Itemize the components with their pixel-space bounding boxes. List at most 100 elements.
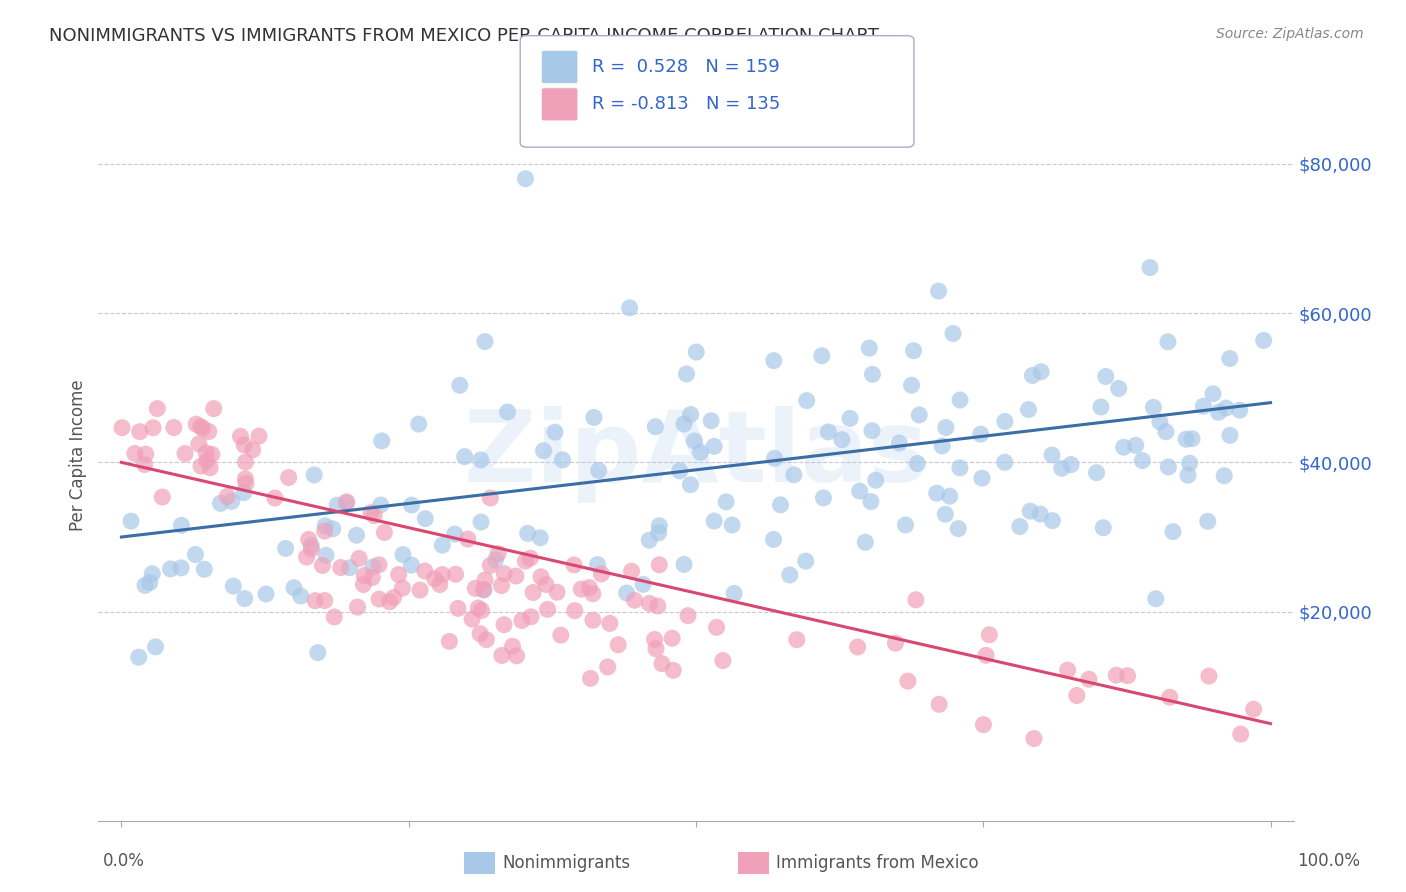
Point: [1215, 401, 1237, 415]
Point: [903, 343, 925, 358]
Point: [120, 514, 142, 528]
Point: [408, 417, 430, 431]
Point: [353, 568, 375, 582]
Point: [675, 367, 697, 381]
Point: [894, 517, 917, 532]
Point: [190, 419, 212, 434]
Point: [620, 564, 643, 578]
Point: [685, 345, 707, 359]
Point: [314, 593, 336, 607]
Point: [283, 581, 305, 595]
Point: [209, 496, 232, 510]
Point: [432, 538, 454, 552]
Point: [217, 490, 239, 504]
Point: [769, 498, 792, 512]
Point: [370, 498, 392, 512]
Point: [443, 527, 465, 541]
Point: [1090, 400, 1112, 414]
Point: [295, 550, 318, 565]
Point: [468, 626, 491, 640]
Point: [491, 578, 513, 592]
Point: [1092, 521, 1115, 535]
Point: [1154, 425, 1177, 439]
Point: [191, 421, 214, 435]
Point: [1178, 456, 1201, 470]
Point: [124, 446, 146, 460]
Point: [515, 171, 537, 186]
Point: [486, 547, 509, 561]
Point: [679, 408, 702, 422]
Point: [948, 522, 970, 536]
Point: [1116, 669, 1139, 683]
Point: [1029, 507, 1052, 521]
Point: [853, 535, 876, 549]
Point: [1108, 382, 1130, 396]
Point: [703, 439, 725, 453]
Point: [472, 582, 495, 597]
Point: [529, 531, 551, 545]
Point: [326, 498, 349, 512]
Point: [277, 470, 299, 484]
Point: [190, 459, 212, 474]
Point: [1060, 458, 1083, 472]
Point: [134, 578, 156, 592]
Point: [672, 417, 695, 431]
Point: [304, 593, 326, 607]
Point: [631, 577, 654, 591]
Point: [142, 421, 165, 435]
Point: [307, 646, 329, 660]
Point: [198, 460, 221, 475]
Point: [515, 554, 537, 568]
Point: [1243, 702, 1265, 716]
Point: [1018, 402, 1040, 417]
Point: [1219, 351, 1241, 366]
Point: [447, 601, 470, 615]
Point: [361, 570, 384, 584]
Point: [979, 628, 1001, 642]
Point: [202, 401, 225, 416]
Point: [786, 632, 808, 647]
Point: [371, 434, 394, 448]
Point: [651, 657, 673, 671]
Point: [676, 608, 699, 623]
Point: [475, 632, 498, 647]
Point: [619, 301, 641, 315]
Point: [1149, 415, 1171, 429]
Point: [1125, 438, 1147, 452]
Point: [522, 585, 544, 599]
Point: [796, 393, 818, 408]
Point: [907, 457, 929, 471]
Point: [1008, 519, 1031, 533]
Point: [706, 620, 728, 634]
Point: [235, 476, 257, 491]
Point: [134, 458, 156, 472]
Point: [382, 591, 405, 605]
Point: [491, 648, 513, 663]
Point: [401, 498, 423, 512]
Point: [444, 567, 467, 582]
Point: [1019, 504, 1042, 518]
Point: [346, 528, 368, 542]
Point: [711, 654, 734, 668]
Point: [1094, 369, 1116, 384]
Point: [163, 420, 186, 434]
Point: [623, 593, 645, 607]
Point: [588, 463, 610, 477]
Point: [813, 491, 835, 505]
Point: [247, 429, 270, 443]
Point: [298, 533, 321, 547]
Point: [889, 436, 911, 450]
Point: [193, 562, 215, 576]
Point: [607, 638, 630, 652]
Point: [544, 425, 567, 439]
Point: [591, 566, 613, 581]
Point: [299, 541, 322, 556]
Point: [347, 551, 370, 566]
Point: [195, 446, 218, 460]
Point: [368, 558, 391, 572]
Point: [551, 453, 574, 467]
Point: [928, 284, 950, 298]
Text: NONIMMIGRANTS VS IMMIGRANTS FROM MEXICO PER CAPITA INCOME CORRELATION CHART: NONIMMIGRANTS VS IMMIGRANTS FROM MEXICO …: [49, 27, 879, 45]
Point: [494, 566, 516, 581]
Point: [647, 599, 669, 613]
